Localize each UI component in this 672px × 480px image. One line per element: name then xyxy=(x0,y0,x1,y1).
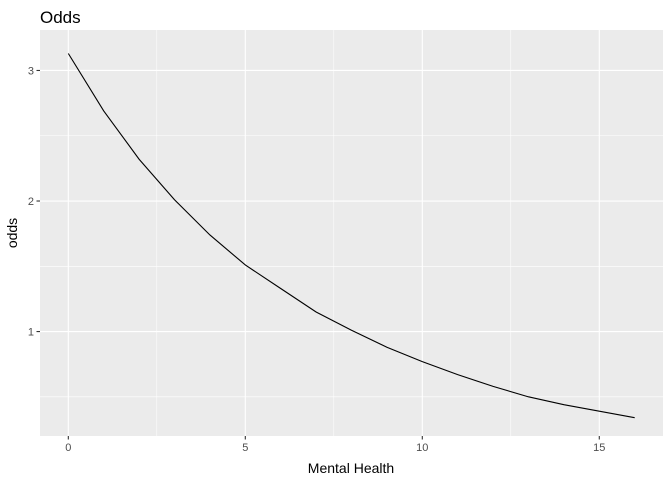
x-tick-label: 15 xyxy=(593,442,605,454)
axis-layer: 0 5 10 15 1 2 3 xyxy=(28,65,606,454)
y-tick-label: 2 xyxy=(28,196,34,208)
chart-title: Odds xyxy=(40,8,81,27)
x-tick-label: 0 xyxy=(65,442,71,454)
grid-layer xyxy=(40,30,663,436)
series-layer xyxy=(67,53,635,419)
x-tick-label: 5 xyxy=(242,442,248,454)
y-tick-label: 1 xyxy=(28,327,34,339)
x-tick-label: 10 xyxy=(416,442,428,454)
y-tick-label: 3 xyxy=(28,65,34,77)
plot-panel xyxy=(40,30,663,436)
y-axis-title: odds xyxy=(4,218,20,248)
series-line-0 xyxy=(67,53,635,419)
x-axis-title: Mental Health xyxy=(308,460,394,476)
